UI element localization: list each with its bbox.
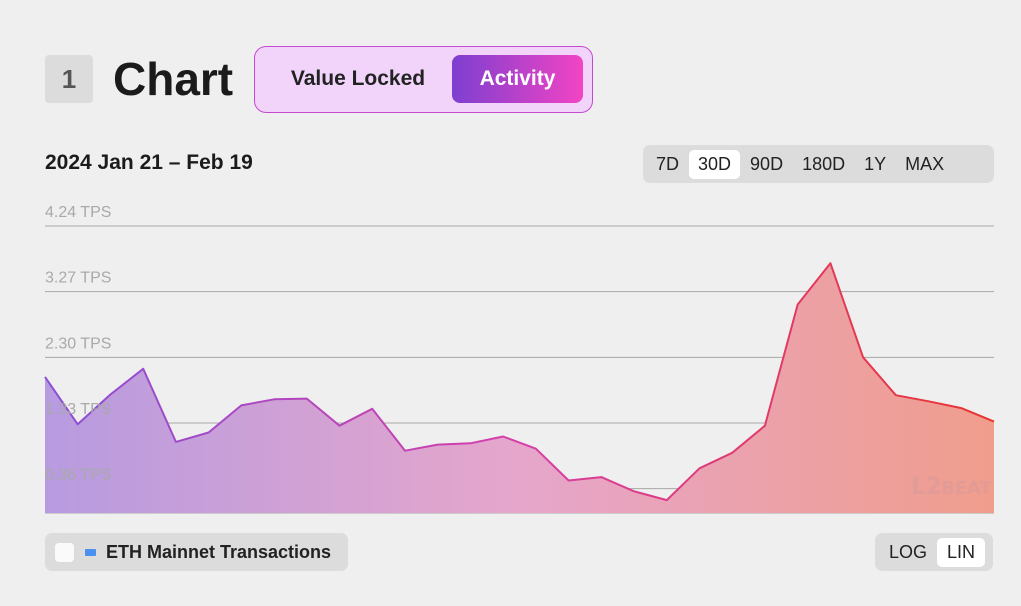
date-range: 2024 Jan 21 – Feb 19 — [45, 151, 253, 174]
value-locked-tab[interactable]: Value Locked — [290, 67, 426, 90]
legend-label-eth-mainnet: ETH Mainnet Transactions — [106, 541, 332, 562]
range-1y-button[interactable]: 1Y — [864, 153, 887, 174]
range-90d-button[interactable]: 90D — [750, 153, 784, 174]
scale-lin-button[interactable]: LIN — [937, 537, 986, 567]
section-number: 1 — [45, 55, 93, 103]
y-tick-label: 1.33 TPS — [45, 401, 111, 418]
page-title: Chart — [113, 53, 234, 105]
y-tick-label: 3.27 TPS — [45, 270, 111, 287]
y-tick-label: 2.30 TPS — [45, 335, 111, 352]
eth-mainnet-checkbox[interactable] — [55, 542, 74, 562]
l2beat-watermark: L2BEAT — [911, 472, 992, 500]
legend: ETH Mainnet Transactions — [45, 533, 348, 571]
range-max-button[interactable]: MAX — [905, 153, 945, 174]
y-tick-label: 4.24 TPS — [45, 204, 111, 221]
scale-log-button[interactable]: LOG — [889, 541, 928, 562]
legend-swatch — [85, 548, 96, 556]
y-tick-label: 0.36 TPS — [45, 467, 111, 484]
scale-selector: LOG LIN — [875, 533, 993, 571]
activity-tab[interactable]: Activity — [452, 55, 583, 103]
range-7d-button[interactable]: 7D — [656, 153, 680, 174]
series-line — [44, 262, 995, 502]
range-180d-button[interactable]: 180D — [802, 153, 846, 174]
range-30d-button[interactable]: 30D — [689, 149, 741, 179]
series-area — [45, 263, 994, 513]
metric-toggle: Value Locked Activity — [254, 46, 593, 113]
range-selector: 7D 30D 90D 180D 1Y MAX — [643, 145, 994, 183]
y-axis-labels: 0.36 TPS 1.33 TPS 2.30 TPS 3.27 TPS 4.24 TPS — [45, 204, 111, 484]
